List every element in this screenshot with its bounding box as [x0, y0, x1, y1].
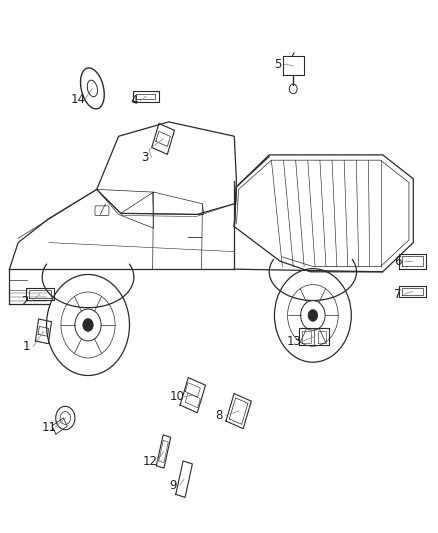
- Text: 5: 5: [274, 58, 282, 71]
- Text: 7: 7: [394, 288, 402, 301]
- Text: 14: 14: [71, 93, 86, 106]
- Text: 4: 4: [130, 94, 138, 107]
- Text: 6: 6: [394, 255, 402, 268]
- Text: 2: 2: [21, 295, 28, 308]
- Text: 13: 13: [286, 335, 301, 349]
- Text: 12: 12: [143, 455, 158, 468]
- Text: 9: 9: [170, 479, 177, 492]
- Circle shape: [83, 319, 93, 332]
- Circle shape: [308, 310, 318, 321]
- Text: 11: 11: [41, 421, 56, 433]
- Text: 8: 8: [215, 409, 223, 422]
- Text: 10: 10: [170, 390, 185, 403]
- Text: 1: 1: [23, 340, 31, 353]
- Text: 3: 3: [141, 151, 148, 164]
